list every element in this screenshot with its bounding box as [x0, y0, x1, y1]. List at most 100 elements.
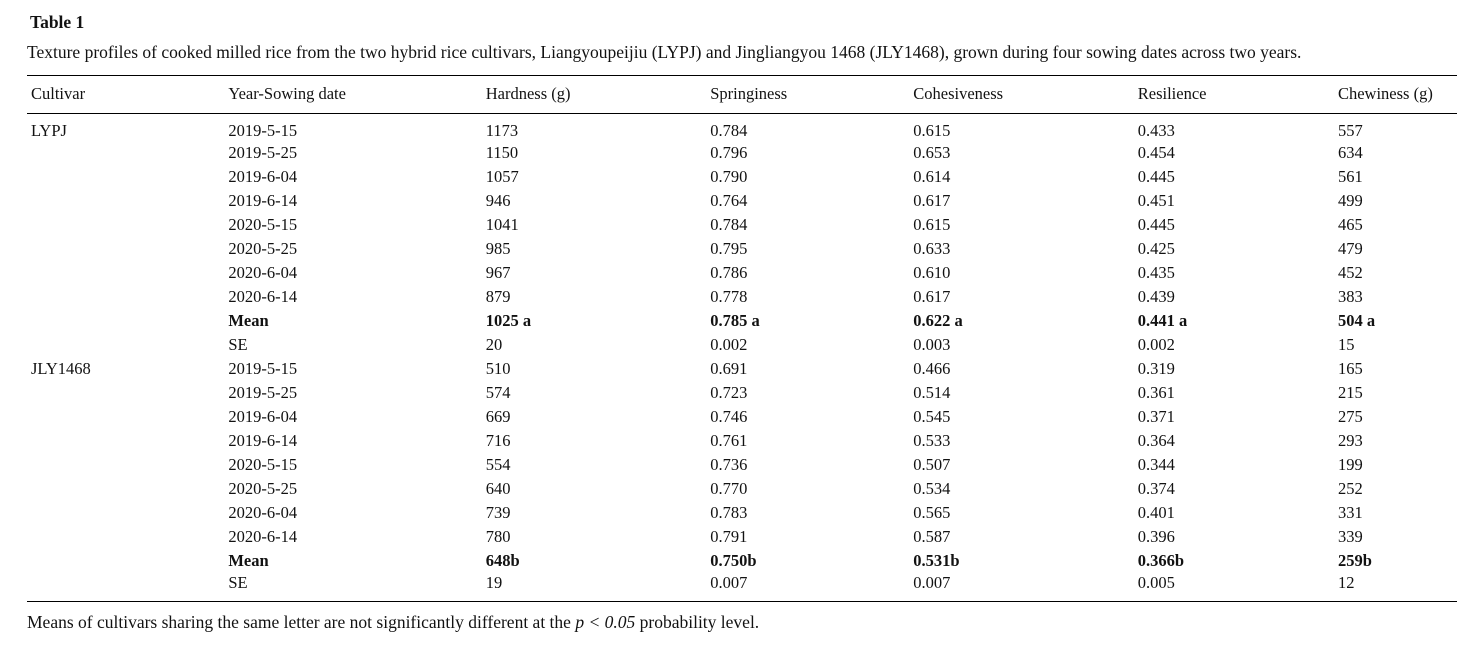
table-cell: 510: [485, 359, 511, 378]
table-row: 2020-6-04 739 0.783 0.565 0.401 331: [27, 501, 1457, 525]
table-cell: Mean: [228, 311, 269, 330]
table-cell: 0.364: [1137, 431, 1175, 450]
table-cell: 0.770: [710, 479, 748, 498]
table-cell: [27, 309, 224, 333]
table-cell: 0.445: [1137, 167, 1175, 186]
table-cell: 0.653: [913, 143, 951, 162]
document-page: Table 1 Texture profiles of cooked mille…: [27, 12, 1457, 633]
table-cell: 669: [485, 407, 511, 426]
table-cell: 0.783: [710, 503, 748, 522]
table-row: 2020-5-25 640 0.770 0.534 0.374 252: [27, 477, 1457, 501]
table-cell: 0.796: [710, 143, 748, 162]
table-cell: 1173: [485, 121, 519, 140]
table-row: 2019-5-25 1150 0.796 0.653 0.454 634: [27, 141, 1457, 165]
table-cell: 2019-5-25: [228, 143, 298, 162]
table-cell: 0.435: [1137, 263, 1175, 282]
table-cell: 2019-6-14: [228, 431, 298, 450]
table-cell: 0.425: [1137, 239, 1175, 258]
table-cell: 0.736: [710, 455, 748, 474]
column-header: Hardness (g): [485, 84, 571, 103]
table-cell: 275: [1337, 407, 1363, 426]
table-cell: 2019-6-04: [228, 167, 298, 186]
table-cell: 0.441 a: [1137, 311, 1188, 330]
table-cell: 1041: [485, 215, 519, 234]
table-cell: 574: [485, 383, 511, 402]
table-cell: 634: [1337, 143, 1363, 162]
table-cell: [27, 549, 224, 573]
table-row: 2020-6-14 879 0.778 0.617 0.439 383: [27, 285, 1457, 309]
table-cell: [27, 381, 224, 405]
table-row: 2020-5-15 1041 0.784 0.615 0.445 465: [27, 213, 1457, 237]
column-header: Cultivar: [31, 84, 86, 103]
table-cell: 0.778: [710, 287, 748, 306]
table-cell: 0.374: [1137, 479, 1175, 498]
table-footnote: Means of cultivars sharing the same lett…: [27, 612, 1457, 633]
table-cell: 0.451: [1137, 191, 1175, 210]
table-cell: 0.545: [913, 407, 951, 426]
table-row: SE 20 0.002 0.003 0.002 15: [27, 333, 1457, 357]
table-cell: 0.633: [913, 239, 951, 258]
table-cell: 252: [1337, 479, 1363, 498]
table-cell: 0.361: [1137, 383, 1175, 402]
table-cell: 12: [1337, 573, 1355, 592]
table-cell: [27, 141, 224, 165]
table-cell: 2019-5-15: [228, 121, 298, 140]
table-cell: 331: [1337, 503, 1363, 522]
table-cell: 15: [1337, 335, 1355, 354]
column-header: Chewiness (g): [1337, 84, 1433, 103]
table-cell: LYPJ: [31, 121, 67, 140]
table-cell: [27, 333, 224, 357]
table-cell: 0.786: [710, 263, 748, 282]
table-cell: 0.433: [1137, 121, 1175, 140]
table-cell: 199: [1337, 455, 1363, 474]
table-cell: 0.002: [1137, 335, 1175, 354]
table-cell: [27, 213, 224, 237]
table-cell: 165: [1337, 359, 1363, 378]
table-cell: 1057: [485, 167, 519, 186]
table-cell: 2019-6-04: [228, 407, 298, 426]
table-cell: 0.401: [1137, 503, 1175, 522]
table-cell: 2020-5-25: [228, 239, 298, 258]
table-cell: [27, 573, 224, 602]
footnote-text: Means of cultivars sharing the same lett…: [27, 612, 576, 632]
table-cell: JLY1468: [31, 359, 91, 378]
table-cell: 479: [1337, 239, 1363, 258]
table-cell: 0.614: [913, 167, 951, 186]
table-cell: 0.007: [913, 573, 951, 592]
table-cell: 0.002: [710, 335, 748, 354]
table-cell: 504 a: [1337, 311, 1376, 330]
table-cell: 0.371: [1137, 407, 1175, 426]
table-cell: [27, 453, 224, 477]
table-cell: 0.531b: [913, 551, 960, 570]
table-cell: 383: [1337, 287, 1363, 306]
table-row: 2020-6-14 780 0.791 0.587 0.396 339: [27, 525, 1457, 549]
table-cell: 2019-6-14: [228, 191, 298, 210]
table-cell: 499: [1337, 191, 1363, 210]
column-header: Resilience: [1137, 84, 1207, 103]
table-cell: 0.565: [913, 503, 951, 522]
table-row: 2020-5-15 554 0.736 0.507 0.344 199: [27, 453, 1457, 477]
table-row: 2019-6-14 716 0.761 0.533 0.364 293: [27, 429, 1457, 453]
footnote-text-suffix: probability level.: [635, 612, 760, 632]
table-row: 2019-6-04 669 0.746 0.545 0.371 275: [27, 405, 1457, 429]
table-cell: 0.005: [1137, 573, 1175, 592]
table-cell: 554: [485, 455, 511, 474]
table-cell: 0.615: [913, 121, 951, 140]
table-cell: [27, 261, 224, 285]
table-cell: 339: [1337, 527, 1363, 546]
table-cell: 0.784: [710, 121, 748, 140]
table-cell: 259b: [1337, 551, 1372, 570]
table-cell: 0.439: [1137, 287, 1175, 306]
table-row: Mean 1025 a 0.785 a 0.622 a 0.441 a 504 a: [27, 309, 1457, 333]
table-cell: 0.007: [710, 573, 748, 592]
table-row: Mean 648b 0.750b 0.531b 0.366b 259b: [27, 549, 1457, 573]
table-cell: 0.617: [913, 191, 951, 210]
column-header: Year-Sowing date: [228, 84, 346, 103]
table-cell: 0.445: [1137, 215, 1175, 234]
table-cell: 0.723: [710, 383, 748, 402]
table-row: LYPJ 2019-5-15 1173 0.784 0.615 0.433 557: [27, 114, 1457, 142]
table-cell: SE: [228, 335, 248, 354]
table-cell: 0.791: [710, 527, 748, 546]
table-cell: [27, 525, 224, 549]
footnote-p-value: p < 0.05: [575, 612, 636, 632]
